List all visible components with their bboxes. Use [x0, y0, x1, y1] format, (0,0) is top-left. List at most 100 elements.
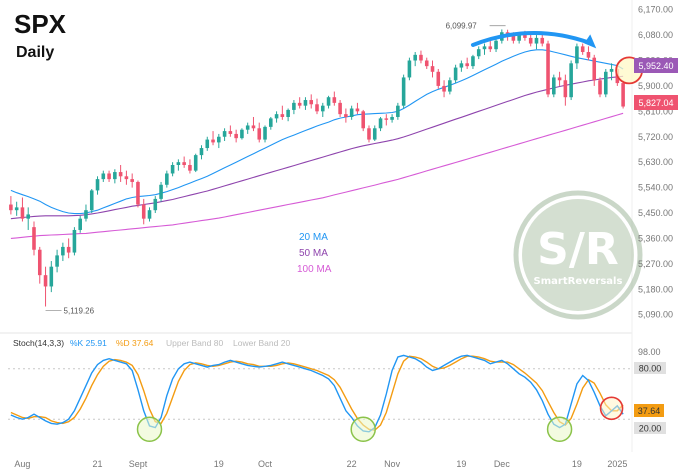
candle-body: [517, 35, 521, 41]
stoch-badge-20-bg: [634, 422, 666, 434]
legend-ma100: 100 MA: [297, 264, 332, 275]
candle-body: [9, 204, 13, 211]
candle-body: [603, 71, 608, 95]
candle-body: [26, 214, 31, 219]
candle-body: [448, 80, 452, 92]
candle-body: [217, 136, 221, 143]
x-tick-label: 22: [347, 459, 357, 469]
ma20-line: [10, 49, 624, 215]
candle-body: [528, 37, 533, 44]
candle-body: [95, 179, 100, 191]
candle-body: [211, 139, 215, 143]
trend-arrow-head: [584, 34, 597, 49]
high-annotation: 6,099.97: [446, 22, 506, 31]
candle-body: [66, 246, 71, 253]
stoch-d-line: [10, 355, 624, 431]
candle-body: [621, 83, 625, 107]
watermark-small-text: SmartReversals: [534, 276, 623, 287]
trend-arrow-curve: [470, 30, 591, 47]
candle-body: [609, 68, 614, 72]
moving-average-lines: [10, 49, 624, 239]
candle-body: [482, 46, 487, 50]
legend-ma20: 20 MA: [299, 232, 328, 243]
candle-body: [188, 165, 192, 171]
candle-body: [338, 102, 342, 115]
high-annotation-label: 6,099.97: [446, 22, 478, 31]
candle-body: [113, 172, 117, 180]
candle-body: [413, 54, 417, 61]
candle-body: [222, 131, 227, 137]
candle-body: [280, 114, 285, 117]
candle-body: [592, 57, 597, 81]
candle-body: [269, 118, 273, 127]
candle-body: [453, 67, 458, 81]
stoch-legend-upper: Upper Band 80: [166, 338, 223, 348]
candle-body: [372, 128, 377, 140]
price-tick-label: 5,810.00: [638, 106, 673, 116]
price-tick-label: 5,270.00: [638, 259, 673, 269]
candle-body: [523, 35, 527, 38]
stoch-low-highlight: [350, 416, 376, 443]
price-tick-label: 5,450.00: [638, 208, 673, 218]
price-tick-label: 5,900.00: [638, 81, 673, 91]
price-tick-label: 5,540.00: [638, 183, 673, 193]
candle-body: [147, 210, 152, 219]
candle-body: [344, 114, 348, 117]
candle-body: [43, 275, 48, 287]
candle-body: [401, 77, 406, 106]
price-tick-label: 5,360.00: [638, 233, 673, 243]
candle-body: [471, 56, 475, 67]
x-tick-label: Nov: [384, 459, 401, 469]
candle-body: [170, 165, 175, 174]
candle-body: [101, 173, 106, 180]
stoch-low-highlight: [546, 416, 573, 443]
x-tick-label: Sept: [129, 459, 148, 469]
candle-body: [205, 139, 210, 149]
x-tick-label: 19: [214, 459, 224, 469]
candle-body: [136, 181, 140, 205]
candle-body: [251, 125, 256, 129]
candle-body: [20, 207, 25, 219]
candle-body: [37, 249, 42, 276]
candle-body: [332, 97, 337, 103]
candle-body: [274, 114, 279, 119]
candle-body: [309, 100, 314, 105]
ma50-line: [10, 75, 624, 220]
candle-body: [303, 100, 308, 106]
ma100-line: [10, 112, 624, 239]
candle-body: [199, 148, 204, 156]
candle-body: [546, 43, 550, 95]
candle-body: [488, 46, 493, 50]
low-annotation: 5,119.26: [45, 307, 95, 316]
watermark: S/R SmartReversals: [513, 190, 643, 320]
candle-body: [534, 37, 539, 44]
candle-body: [61, 246, 65, 256]
stoch-legend-d: %D 37.64: [116, 338, 154, 348]
candle-body: [107, 173, 111, 180]
price-tick-label: 5,180.00: [638, 284, 673, 294]
trend-arrow: [470, 30, 597, 49]
stoch-legend-k: %K 25.91: [70, 338, 107, 348]
price-tick-label: 6,080.00: [638, 30, 673, 40]
candle-body: [378, 118, 383, 129]
candle-body: [511, 35, 516, 41]
candle-body: [159, 184, 163, 199]
candle-body: [32, 227, 36, 250]
watermark-circle: [513, 190, 643, 320]
watermark-big-text: S/R: [537, 224, 619, 275]
candle-body: [459, 63, 464, 68]
price-badges: 5,952.40 5,827.04: [634, 58, 678, 110]
x-tick-label: 19: [572, 459, 582, 469]
candle-body: [141, 204, 146, 219]
candle-body: [569, 63, 573, 98]
candle-body: [78, 218, 82, 230]
candle-body: [297, 102, 302, 106]
price-tick-label: 6,170.00: [638, 5, 673, 15]
stoch-badge-80-text: 80.00: [639, 364, 662, 374]
candle-body: [182, 162, 186, 165]
low-annotation-label: 5,119.26: [64, 307, 95, 316]
candle-body: [234, 133, 238, 139]
price-tick-label: 5,090.00: [638, 310, 673, 320]
price-badge-last-text: 5,827.04: [638, 98, 673, 108]
